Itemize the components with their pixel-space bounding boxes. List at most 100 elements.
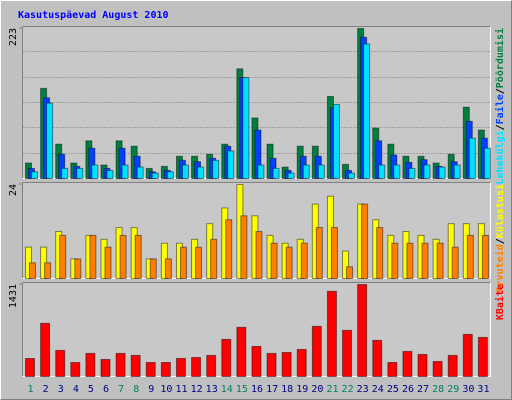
x-tick-label: 4 bbox=[73, 384, 79, 395]
x-tick-label: 15 bbox=[236, 384, 248, 395]
bar bbox=[151, 172, 159, 180]
x-tick-label: 5 bbox=[88, 384, 94, 395]
bar bbox=[46, 102, 54, 179]
bar bbox=[31, 171, 38, 180]
x-tick-label: 14 bbox=[221, 384, 233, 395]
legend-entry: Külastusi bbox=[494, 184, 506, 238]
x-tick-label: 17 bbox=[266, 384, 278, 395]
bar bbox=[130, 354, 141, 378]
bar bbox=[100, 358, 111, 377]
bar bbox=[332, 104, 340, 179]
bar bbox=[149, 258, 157, 279]
x-tick-label: 1 bbox=[28, 384, 34, 395]
bar bbox=[423, 164, 431, 180]
bar bbox=[281, 351, 292, 377]
bar bbox=[119, 234, 127, 280]
bar bbox=[251, 345, 262, 378]
x-tick-label: 16 bbox=[251, 384, 263, 395]
bar bbox=[285, 246, 293, 280]
bar bbox=[104, 246, 112, 280]
bar bbox=[378, 164, 386, 180]
bar bbox=[91, 164, 99, 180]
bar bbox=[121, 164, 129, 180]
bar bbox=[179, 246, 187, 280]
bar bbox=[302, 164, 310, 180]
legend-separator: / bbox=[495, 124, 506, 130]
bar bbox=[300, 242, 308, 279]
bar bbox=[166, 171, 174, 180]
legend-entry: KBaite bbox=[494, 284, 506, 320]
bar bbox=[468, 137, 476, 179]
legend-separator: / bbox=[495, 88, 506, 94]
bar bbox=[266, 352, 277, 378]
bar bbox=[287, 172, 295, 180]
bar bbox=[70, 361, 81, 377]
legend: Lehekülgi/Faile/Pöördumisi bbox=[494, 28, 506, 185]
bar bbox=[296, 348, 307, 378]
bar bbox=[346, 266, 354, 279]
bar bbox=[408, 167, 416, 179]
bar bbox=[477, 336, 488, 378]
x-tick-label: 24 bbox=[372, 384, 384, 395]
bar bbox=[270, 242, 278, 279]
legend-entry: Arvuteid bbox=[494, 244, 506, 292]
x-tick-label: 25 bbox=[387, 384, 399, 395]
bar bbox=[315, 227, 323, 279]
x-tick-label: 22 bbox=[342, 384, 354, 395]
bar bbox=[311, 325, 322, 377]
bar bbox=[272, 167, 280, 179]
bar bbox=[210, 238, 218, 279]
bar bbox=[255, 231, 263, 279]
legend: KBaite bbox=[494, 284, 506, 320]
bar bbox=[348, 172, 356, 180]
bar bbox=[191, 356, 202, 377]
x-tick-label: 19 bbox=[296, 384, 308, 395]
bar bbox=[387, 361, 398, 377]
bar bbox=[227, 150, 235, 179]
chart-title: Kasutuspäevad August 2010 bbox=[18, 10, 169, 21]
bar bbox=[195, 246, 203, 280]
bar bbox=[406, 242, 414, 279]
bar bbox=[164, 258, 172, 279]
bar bbox=[417, 353, 428, 377]
bar bbox=[85, 352, 96, 378]
bar bbox=[453, 164, 461, 180]
legend-entry: Pöördumisi bbox=[494, 28, 506, 88]
x-tick-label: 6 bbox=[103, 384, 109, 395]
bar bbox=[432, 360, 443, 377]
bar bbox=[462, 333, 473, 377]
y-tick-label: 1431 bbox=[8, 284, 19, 308]
bar bbox=[466, 234, 474, 280]
x-tick-label: 3 bbox=[58, 384, 64, 395]
legend-entry: Lehekülgi bbox=[494, 130, 506, 184]
bar bbox=[115, 352, 126, 378]
bar bbox=[29, 262, 36, 280]
bar bbox=[89, 234, 97, 280]
bar bbox=[206, 354, 217, 378]
bar bbox=[160, 361, 171, 377]
x-tick-label: 8 bbox=[133, 384, 139, 395]
x-tick-label: 11 bbox=[175, 384, 187, 395]
bar bbox=[257, 164, 265, 180]
bar bbox=[212, 159, 220, 179]
bar bbox=[242, 77, 250, 179]
x-tick-label: 23 bbox=[357, 384, 369, 395]
bar bbox=[376, 227, 384, 279]
bar bbox=[342, 250, 350, 279]
bar bbox=[330, 227, 338, 279]
bar bbox=[391, 242, 399, 279]
bar bbox=[436, 242, 444, 279]
bar bbox=[145, 361, 156, 377]
bar bbox=[357, 284, 368, 377]
bar bbox=[451, 246, 459, 280]
bar bbox=[106, 169, 114, 180]
bar bbox=[197, 166, 205, 179]
bar bbox=[136, 166, 144, 179]
bar bbox=[236, 326, 247, 377]
x-tick-label: 18 bbox=[281, 384, 293, 395]
y-tick-label: 223 bbox=[8, 28, 19, 46]
x-tick-label: 31 bbox=[477, 384, 489, 395]
panel-bevel-dark bbox=[22, 282, 491, 377]
